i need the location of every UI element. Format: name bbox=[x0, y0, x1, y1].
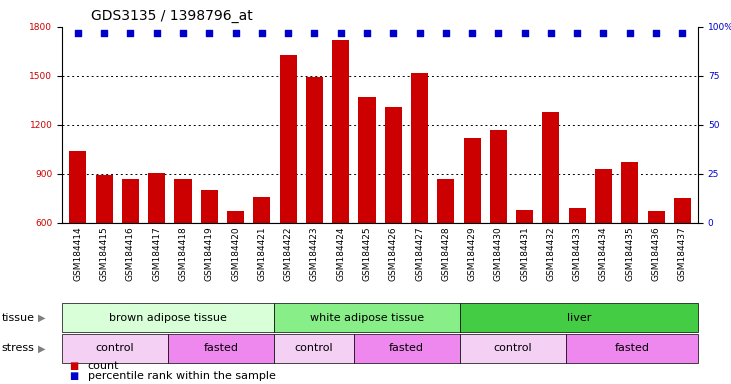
Text: white adipose tissue: white adipose tissue bbox=[310, 313, 424, 323]
Bar bbox=[463, 138, 481, 223]
Text: count: count bbox=[88, 361, 119, 371]
Point bbox=[72, 30, 84, 36]
Point bbox=[519, 30, 531, 36]
Text: ■: ■ bbox=[69, 371, 79, 381]
Bar bbox=[274, 303, 460, 332]
Bar bbox=[69, 151, 86, 223]
Bar bbox=[674, 198, 691, 223]
Point bbox=[256, 30, 268, 36]
Bar bbox=[569, 208, 586, 223]
Text: GSM184430: GSM184430 bbox=[494, 227, 503, 281]
Text: GSM184434: GSM184434 bbox=[599, 227, 608, 281]
Text: fasted: fasted bbox=[614, 343, 649, 354]
Text: ■: ■ bbox=[69, 361, 79, 371]
Text: GSM184420: GSM184420 bbox=[231, 227, 240, 281]
Point bbox=[414, 30, 425, 36]
Bar bbox=[460, 303, 698, 332]
Text: ▶: ▶ bbox=[38, 343, 45, 354]
Text: GSM184427: GSM184427 bbox=[415, 227, 424, 281]
Text: GDS3135 / 1398796_at: GDS3135 / 1398796_at bbox=[91, 9, 253, 23]
Bar bbox=[648, 211, 664, 223]
Text: GSM184429: GSM184429 bbox=[468, 227, 477, 281]
Text: stress: stress bbox=[1, 343, 34, 354]
Text: GSM184421: GSM184421 bbox=[257, 227, 266, 281]
Text: tissue: tissue bbox=[1, 313, 34, 323]
Point bbox=[230, 30, 241, 36]
Bar bbox=[306, 78, 323, 223]
Bar bbox=[254, 197, 270, 223]
Text: GSM184432: GSM184432 bbox=[547, 227, 556, 281]
Point bbox=[624, 30, 636, 36]
Text: GSM184433: GSM184433 bbox=[572, 227, 582, 281]
Point bbox=[282, 30, 294, 36]
Text: GSM184415: GSM184415 bbox=[99, 227, 109, 281]
Text: GSM184437: GSM184437 bbox=[678, 227, 687, 281]
Text: GSM184417: GSM184417 bbox=[152, 227, 162, 281]
Point bbox=[335, 30, 346, 36]
Bar bbox=[122, 179, 139, 223]
Text: fasted: fasted bbox=[389, 343, 424, 354]
Text: GSM184436: GSM184436 bbox=[651, 227, 661, 281]
Point bbox=[440, 30, 452, 36]
Point bbox=[493, 30, 504, 36]
Text: liver: liver bbox=[567, 313, 591, 323]
Text: GSM184414: GSM184414 bbox=[73, 227, 83, 281]
Bar bbox=[279, 55, 297, 223]
Bar bbox=[175, 179, 192, 223]
Text: control: control bbox=[295, 343, 333, 354]
Point bbox=[650, 30, 662, 36]
Bar bbox=[274, 334, 354, 363]
Point bbox=[177, 30, 189, 36]
Bar bbox=[148, 173, 165, 223]
Text: percentile rank within the sample: percentile rank within the sample bbox=[88, 371, 276, 381]
Text: fasted: fasted bbox=[204, 343, 238, 354]
Text: brown adipose tissue: brown adipose tissue bbox=[109, 313, 227, 323]
Point bbox=[203, 30, 215, 36]
Bar bbox=[566, 334, 698, 363]
Bar bbox=[595, 169, 612, 223]
Bar bbox=[516, 210, 533, 223]
Point bbox=[361, 30, 373, 36]
Text: GSM184416: GSM184416 bbox=[126, 227, 135, 281]
Bar bbox=[490, 130, 507, 223]
Text: GSM184428: GSM184428 bbox=[442, 227, 450, 281]
Bar bbox=[621, 162, 638, 223]
Point bbox=[598, 30, 610, 36]
Bar bbox=[385, 107, 402, 223]
Point bbox=[387, 30, 399, 36]
Point bbox=[124, 30, 136, 36]
Bar bbox=[201, 190, 218, 223]
Text: GSM184423: GSM184423 bbox=[310, 227, 319, 281]
Text: GSM184422: GSM184422 bbox=[284, 227, 292, 281]
Point bbox=[466, 30, 478, 36]
Bar bbox=[460, 334, 566, 363]
Bar bbox=[96, 175, 113, 223]
Bar bbox=[358, 97, 376, 223]
Bar bbox=[227, 211, 244, 223]
Bar bbox=[411, 73, 428, 223]
Point bbox=[545, 30, 557, 36]
Bar bbox=[62, 303, 274, 332]
Bar bbox=[332, 40, 349, 223]
Bar bbox=[354, 334, 460, 363]
Text: GSM184431: GSM184431 bbox=[520, 227, 529, 281]
Text: GSM184425: GSM184425 bbox=[363, 227, 371, 281]
Bar bbox=[437, 179, 455, 223]
Text: control: control bbox=[493, 343, 532, 354]
Bar bbox=[542, 112, 559, 223]
Text: GSM184418: GSM184418 bbox=[178, 227, 188, 281]
Bar bbox=[62, 334, 168, 363]
Point bbox=[308, 30, 320, 36]
Bar bbox=[168, 334, 274, 363]
Text: GSM184426: GSM184426 bbox=[389, 227, 398, 281]
Point bbox=[99, 30, 110, 36]
Point bbox=[572, 30, 583, 36]
Text: GSM184435: GSM184435 bbox=[625, 227, 635, 281]
Point bbox=[676, 30, 688, 36]
Text: control: control bbox=[96, 343, 135, 354]
Text: GSM184419: GSM184419 bbox=[205, 227, 213, 281]
Point bbox=[151, 30, 162, 36]
Text: GSM184424: GSM184424 bbox=[336, 227, 345, 281]
Text: ▶: ▶ bbox=[38, 313, 45, 323]
